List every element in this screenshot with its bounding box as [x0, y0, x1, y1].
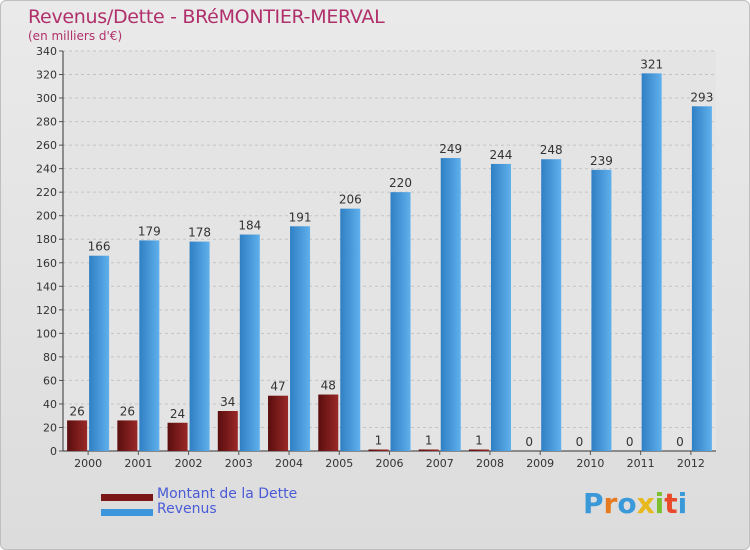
data-label-dette: 24	[170, 407, 185, 421]
data-label-revenus: 239	[590, 154, 613, 168]
y-tick-label: 100	[36, 327, 57, 340]
y-tick-label: 60	[43, 374, 57, 387]
x-tick-label: 2006	[376, 457, 404, 470]
y-tick-label: 0	[50, 445, 57, 458]
x-tick-label: 2002	[175, 457, 203, 470]
bar-dette	[368, 449, 389, 451]
bar-dette	[268, 395, 289, 451]
plot-area	[63, 51, 716, 451]
y-tick-label: 140	[36, 280, 57, 293]
data-label-revenus: 248	[540, 143, 563, 157]
bar-dette	[167, 422, 188, 451]
bar-dette	[117, 420, 138, 451]
y-tick-label: 220	[36, 186, 57, 199]
y-tick-label: 340	[36, 45, 57, 58]
bar-revenus	[440, 158, 461, 451]
y-tick-label: 300	[36, 92, 57, 105]
x-tick-label: 2001	[124, 457, 152, 470]
x-tick-label: 2007	[426, 457, 454, 470]
y-tick-label: 180	[36, 233, 57, 246]
bar-revenus	[541, 159, 562, 451]
x-tick-label: 2009	[526, 457, 554, 470]
data-label-dette: 47	[270, 380, 285, 394]
x-tick-label: 2012	[677, 457, 705, 470]
data-label-revenus: 220	[389, 176, 412, 190]
x-tick-label: 2011	[627, 457, 655, 470]
bar-revenus	[390, 192, 411, 452]
x-tick-label: 2008	[476, 457, 504, 470]
y-tick-label: 20	[43, 421, 57, 434]
data-label-dette: 1	[425, 434, 433, 448]
legend-label-revenus: Revenus	[157, 501, 217, 517]
y-tick-label: 280	[36, 116, 57, 129]
chart-title: Revenus/Dette - BRéMONTIER-MERVAL	[28, 6, 385, 28]
data-label-dette: 1	[375, 434, 383, 448]
data-label-dette: 0	[626, 435, 634, 449]
bar-revenus	[591, 169, 612, 451]
data-label-revenus: 166	[88, 240, 111, 254]
brand-letter: o	[617, 487, 637, 520]
bar-dette	[217, 411, 238, 451]
y-tick-label: 160	[36, 257, 57, 270]
data-label-revenus: 244	[490, 148, 513, 162]
brand-letter: i	[677, 487, 688, 520]
bar-revenus	[189, 241, 210, 451]
data-label-dette: 26	[120, 404, 135, 418]
legend-swatch-dette	[101, 494, 153, 501]
bar-revenus	[641, 73, 662, 452]
bar-revenus	[290, 226, 311, 451]
data-label-dette: 48	[321, 379, 336, 393]
data-label-dette: 34	[220, 395, 235, 409]
brand-letter: P	[583, 487, 604, 520]
bar-revenus	[239, 234, 260, 451]
data-label-revenus: 206	[339, 193, 362, 207]
x-tick-label: 2005	[325, 457, 353, 470]
y-tick-label: 260	[36, 139, 57, 152]
y-tick-label: 80	[43, 351, 57, 364]
y-tick-label: 320	[36, 69, 57, 82]
y-tick-label: 40	[43, 398, 57, 411]
data-label-revenus: 179	[138, 224, 161, 238]
x-tick-label: 2004	[275, 457, 303, 470]
data-label-dette: 0	[576, 435, 584, 449]
data-label-dette: 26	[69, 404, 84, 418]
bar-revenus	[89, 255, 110, 451]
chart-subtitle: (en milliers d'€)	[28, 29, 123, 43]
y-tick-label: 200	[36, 210, 57, 223]
brand-letter: i	[654, 487, 665, 520]
data-label-revenus: 293	[690, 90, 713, 104]
bar-revenus	[139, 240, 160, 451]
x-tick-label: 2000	[74, 457, 102, 470]
bar-dette	[318, 394, 339, 451]
bar-dette	[67, 420, 88, 451]
data-label-revenus: 184	[238, 219, 261, 233]
data-label-revenus: 249	[439, 142, 462, 156]
data-label-dette: 0	[525, 435, 533, 449]
data-label-dette: 0	[676, 435, 684, 449]
bar-revenus	[691, 106, 712, 451]
x-tick-label: 2003	[225, 457, 253, 470]
brand-letter: t	[664, 487, 678, 520]
brand-letter: x	[636, 487, 655, 520]
x-tick-label: 2010	[576, 457, 604, 470]
brand-logo: Proxiti	[583, 487, 687, 520]
bar-dette	[468, 449, 489, 451]
y-tick-label: 240	[36, 163, 57, 176]
data-label-revenus: 321	[640, 57, 663, 71]
data-label-dette: 1	[475, 434, 483, 448]
data-label-revenus: 191	[289, 210, 312, 224]
legend-label-dette: Montant de la Dette	[157, 486, 298, 502]
bar-revenus	[340, 208, 361, 451]
y-tick-label: 120	[36, 304, 57, 317]
legend-swatch-revenus	[101, 509, 153, 516]
data-label-revenus: 178	[188, 226, 211, 240]
bar-dette	[418, 449, 439, 451]
bar-revenus	[490, 163, 511, 452]
brand-letter: r	[603, 487, 618, 520]
